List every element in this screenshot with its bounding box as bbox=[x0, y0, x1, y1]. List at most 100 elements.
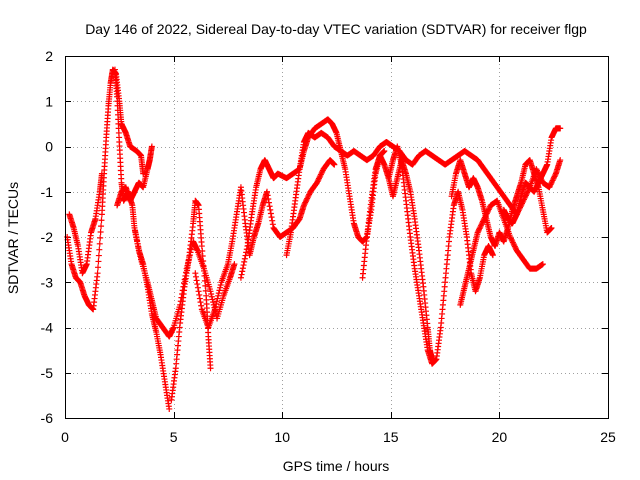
data-point bbox=[547, 182, 554, 189]
data-point bbox=[215, 290, 222, 297]
data-point bbox=[239, 268, 246, 275]
data-point bbox=[317, 172, 324, 179]
y-tick-label: -5 bbox=[41, 365, 54, 381]
data-point bbox=[237, 274, 244, 281]
data-point bbox=[136, 247, 143, 254]
data-point bbox=[475, 226, 482, 233]
data-point bbox=[550, 174, 557, 181]
data-point bbox=[217, 281, 224, 288]
data-point bbox=[314, 178, 321, 185]
data-point bbox=[97, 229, 104, 236]
data-point bbox=[263, 188, 270, 195]
axis-ticks bbox=[65, 56, 609, 419]
data-point bbox=[548, 180, 555, 187]
data-point bbox=[265, 195, 272, 202]
series-pass-7 bbox=[192, 157, 338, 331]
data-point bbox=[551, 173, 558, 180]
data-point bbox=[483, 210, 490, 217]
data-point bbox=[196, 291, 203, 298]
data-point bbox=[216, 287, 223, 294]
data-point bbox=[486, 205, 493, 212]
y-tick-label: -3 bbox=[41, 274, 54, 290]
data-point bbox=[512, 244, 519, 251]
data-point bbox=[477, 222, 484, 229]
x-tick-label: 15 bbox=[383, 429, 399, 445]
data-point bbox=[241, 255, 248, 262]
grid-lines bbox=[65, 56, 608, 418]
data-point bbox=[231, 261, 238, 268]
y-tick-label: -1 bbox=[41, 184, 54, 200]
data-point bbox=[131, 224, 138, 231]
data-point bbox=[148, 143, 155, 150]
data-point bbox=[509, 238, 516, 245]
data-point bbox=[193, 277, 200, 284]
data-point bbox=[214, 295, 221, 302]
data-point bbox=[381, 148, 388, 155]
data-point bbox=[331, 161, 338, 168]
data-point bbox=[95, 258, 102, 265]
plot-frame bbox=[65, 56, 609, 419]
data-point bbox=[194, 284, 201, 291]
data-point bbox=[302, 199, 309, 206]
data-point bbox=[478, 221, 485, 228]
data-point bbox=[195, 288, 202, 295]
data-point bbox=[507, 235, 514, 242]
series-pass-4 bbox=[114, 143, 155, 209]
data-point bbox=[546, 184, 553, 191]
data-point bbox=[136, 250, 143, 257]
data-point bbox=[269, 217, 276, 224]
data-point bbox=[211, 306, 218, 313]
data-point bbox=[477, 224, 484, 231]
data-point bbox=[557, 157, 564, 164]
data-point bbox=[213, 300, 220, 307]
data-point bbox=[547, 181, 554, 188]
data-point bbox=[485, 207, 492, 214]
data-point bbox=[134, 240, 141, 247]
data-point bbox=[489, 252, 496, 259]
data-point bbox=[166, 405, 173, 412]
data-point bbox=[302, 198, 309, 205]
data-point bbox=[479, 218, 486, 225]
series-pass-13 bbox=[457, 197, 546, 308]
data-point bbox=[212, 303, 219, 310]
data-point bbox=[484, 209, 491, 216]
y-tick-label: -6 bbox=[41, 410, 54, 426]
x-tick-label: 5 bbox=[170, 429, 178, 445]
data-point bbox=[213, 298, 220, 305]
data-point bbox=[301, 200, 308, 207]
data-point bbox=[507, 234, 514, 240]
data-point bbox=[511, 242, 518, 249]
x-tick-label: 25 bbox=[600, 429, 616, 445]
data-point bbox=[316, 174, 323, 181]
data-point bbox=[300, 202, 307, 209]
data-point bbox=[98, 223, 105, 230]
data-point bbox=[303, 196, 310, 203]
data-point bbox=[306, 191, 313, 198]
data-point bbox=[482, 213, 489, 220]
y-tick-label: -2 bbox=[41, 229, 54, 245]
data-point bbox=[548, 224, 555, 231]
data-point bbox=[215, 292, 222, 299]
tick-labels: 0 5 10 15 20 25 -6 -5 -4 -3 -2 -1 0 1 2 bbox=[41, 48, 616, 445]
data-point bbox=[133, 234, 140, 241]
x-tick-label: 10 bbox=[274, 429, 290, 445]
x-tick-label: 0 bbox=[61, 429, 69, 445]
data-point bbox=[192, 273, 199, 280]
data-point bbox=[269, 221, 276, 228]
data-point bbox=[241, 258, 248, 265]
data-point bbox=[474, 229, 481, 236]
data-point bbox=[94, 270, 101, 277]
data-point bbox=[242, 252, 249, 259]
data-point bbox=[265, 199, 272, 206]
data-point bbox=[557, 125, 564, 132]
data-point bbox=[313, 179, 320, 186]
data-point bbox=[240, 262, 247, 269]
x-axis-label: GPS time / hours bbox=[283, 458, 390, 474]
data-point bbox=[511, 243, 518, 250]
data-point bbox=[520, 197, 527, 204]
data-point bbox=[209, 296, 216, 303]
data-point bbox=[198, 302, 205, 309]
data-point bbox=[140, 170, 147, 177]
y-tick-label: 1 bbox=[45, 93, 53, 109]
data-point bbox=[305, 192, 312, 199]
